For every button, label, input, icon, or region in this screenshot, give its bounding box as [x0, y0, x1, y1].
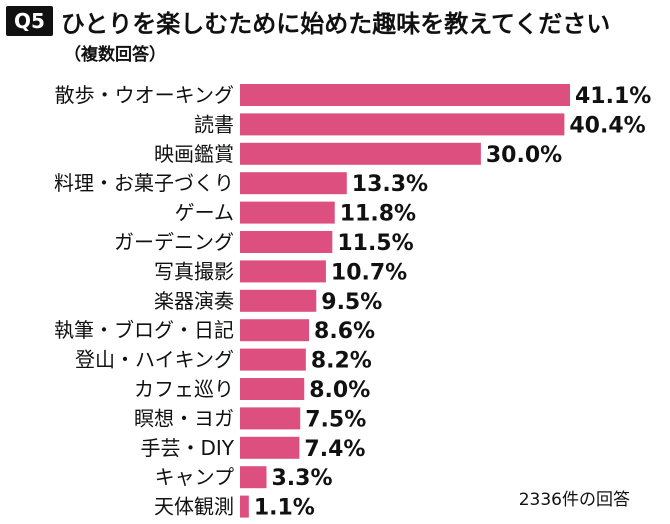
- bar: [240, 172, 347, 195]
- value-label: 11.8%: [340, 202, 416, 227]
- chart-header: Q5 ひとりを楽しむために始めた趣味を教えてください: [6, 4, 610, 38]
- value-label: 11.5%: [337, 231, 413, 256]
- bar: [240, 113, 565, 136]
- value-label: 8.0%: [309, 378, 370, 403]
- bar: [240, 319, 310, 342]
- category-label: 料理・お菓子づくり: [54, 171, 234, 195]
- category-label: 執筆・ブログ・日記: [54, 318, 234, 342]
- value-label: 10.7%: [331, 260, 407, 285]
- bar: [240, 289, 317, 312]
- bar: [240, 348, 306, 371]
- chart-title: ひとりを楽しむために始めた趣味を教えてください: [60, 8, 611, 38]
- bar: [240, 495, 249, 518]
- value-label: 13.3%: [352, 172, 428, 197]
- category-label: キャンプ: [155, 465, 234, 489]
- bar: [240, 260, 326, 283]
- value-label: 7.5%: [305, 407, 366, 432]
- category-label: 写真撮影: [154, 259, 234, 283]
- value-label: 9.5%: [321, 290, 382, 315]
- category-label: 瞑想・ヨガ: [134, 406, 234, 430]
- value-label: 1.1%: [254, 496, 315, 521]
- category-label: 登山・ハイキング: [75, 348, 234, 372]
- category-label: 楽器演奏: [154, 289, 234, 313]
- response-count-note: 2336件の回答: [518, 490, 630, 510]
- value-label: 3.3%: [271, 466, 332, 491]
- bar: [240, 466, 267, 489]
- category-label: ゲーム: [175, 201, 234, 225]
- bar: [240, 201, 335, 224]
- category-label: 読書: [194, 112, 234, 136]
- bar: [240, 84, 570, 106]
- bar: [240, 231, 333, 253]
- value-label: 7.4%: [304, 437, 365, 462]
- value-label: 8.6%: [314, 319, 375, 344]
- bar: [240, 436, 300, 459]
- category-label: 手芸・DIY: [140, 436, 234, 460]
- category-label: カフェ巡り: [134, 377, 234, 401]
- value-label: 41.1%: [575, 84, 651, 109]
- chart-subtitle: （複数回答）: [64, 45, 166, 65]
- value-label: 8.2%: [311, 349, 372, 374]
- value-label: 40.4%: [569, 113, 645, 138]
- category-label: 天体観測: [154, 495, 234, 519]
- bar: [240, 378, 305, 400]
- category-label: ガーデニング: [114, 230, 234, 254]
- category-label: 散歩・ウオーキング: [55, 83, 234, 107]
- question-badge: Q5: [6, 6, 53, 36]
- value-label: 30.0%: [486, 143, 562, 168]
- category-label: 映画鑑賞: [154, 142, 234, 166]
- bar: [240, 407, 301, 430]
- bar: [240, 142, 481, 165]
